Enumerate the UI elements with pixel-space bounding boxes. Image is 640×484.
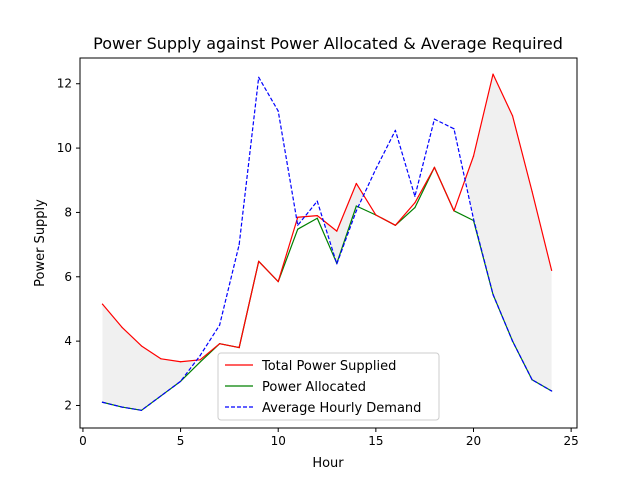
data-point [297, 216, 299, 218]
fill-segment [121, 327, 142, 411]
x-tick-label: 20 [466, 434, 481, 448]
fill-segment [161, 358, 181, 396]
y-tick-label: 4 [64, 334, 72, 348]
data-point [258, 260, 260, 262]
data-point [316, 200, 318, 202]
data-point [179, 380, 182, 382]
legend-label: Power Allocated [262, 380, 366, 395]
data-point [297, 224, 299, 226]
data-point [179, 361, 182, 363]
data-point [121, 326, 123, 328]
data-point [531, 379, 533, 381]
fill-segment [512, 115, 533, 380]
data-point [492, 293, 494, 296]
data-point [355, 182, 357, 185]
chart-title: Power Supply against Power Allocated & A… [93, 34, 563, 53]
y-tick-label: 8 [64, 205, 72, 219]
x-tick-label: 0 [79, 434, 87, 448]
data-point [219, 343, 221, 345]
data-point [472, 218, 475, 220]
x-tick-label: 15 [368, 434, 383, 448]
data-point [355, 205, 357, 207]
x-axis-label: Hour [312, 456, 344, 471]
y-tick-label: 2 [64, 398, 72, 412]
data-point [414, 195, 416, 197]
fill-segment [465, 156, 474, 219]
data-point [551, 390, 553, 392]
data-point [101, 303, 104, 305]
data-point [199, 359, 201, 361]
x-tick-label: 10 [271, 434, 286, 448]
data-point [375, 214, 377, 216]
y-tick-label: 10 [57, 141, 72, 155]
data-point [531, 190, 533, 193]
y-tick-label: 12 [57, 77, 72, 91]
legend: Total Power Supplied Power Allocated Avera… [217, 352, 440, 421]
data-point [160, 358, 162, 360]
data-point [258, 76, 260, 78]
data-point [238, 244, 240, 246]
data-point [140, 345, 143, 347]
data-point [336, 263, 338, 265]
data-point [199, 355, 201, 357]
data-point [453, 128, 455, 130]
data-point [355, 210, 357, 212]
data-point [551, 269, 553, 271]
data-point [199, 361, 201, 363]
fill-segment [336, 183, 357, 264]
data-point [433, 118, 436, 120]
y-tick-label: 6 [64, 270, 72, 284]
x-tick-label: 25 [564, 434, 579, 448]
series-line-total-power-supplied [102, 73, 553, 363]
data-point [511, 115, 514, 117]
y-ticks: 2 4 6 8 10 12 [57, 77, 80, 412]
data-point [121, 406, 123, 408]
data-point [219, 324, 221, 326]
series-total-power-supplied [101, 73, 553, 363]
data-point [238, 346, 240, 349]
data-point [277, 281, 279, 283]
data-point [511, 340, 514, 342]
data-point [316, 215, 318, 217]
data-point [414, 207, 416, 209]
data-point [277, 110, 279, 112]
data-point [414, 202, 416, 204]
x-tick-label: 5 [177, 434, 185, 448]
data-point [433, 166, 436, 168]
fill-segment [493, 74, 513, 342]
series-line-average-hourly-demand [102, 76, 552, 411]
legend-label: Average Hourly Demand [262, 401, 421, 416]
legend-box [217, 352, 440, 421]
data-point [394, 224, 396, 226]
data-point [297, 228, 299, 230]
data-point [375, 168, 377, 170]
data-point [453, 210, 455, 212]
data-point [394, 129, 396, 131]
legend-label: Total Power Supplied [261, 359, 396, 374]
x-ticks: 0 5 10 15 20 25 [79, 428, 579, 448]
fill-segment [356, 183, 364, 211]
plot-frame [79, 57, 578, 429]
fill-segment [473, 74, 494, 295]
fill-segment [102, 304, 122, 408]
y-axis-label: Power Supply [33, 199, 48, 287]
data-point [472, 155, 475, 157]
series-average-hourly-demand [101, 76, 553, 411]
series-layer [101, 73, 553, 411]
data-point [160, 395, 162, 397]
data-point [336, 230, 338, 232]
fill-segment [141, 345, 162, 411]
data-point [140, 409, 143, 411]
fill-segment [532, 191, 552, 391]
data-point [101, 401, 104, 403]
data-point [492, 73, 494, 75]
data-point [316, 217, 318, 219]
